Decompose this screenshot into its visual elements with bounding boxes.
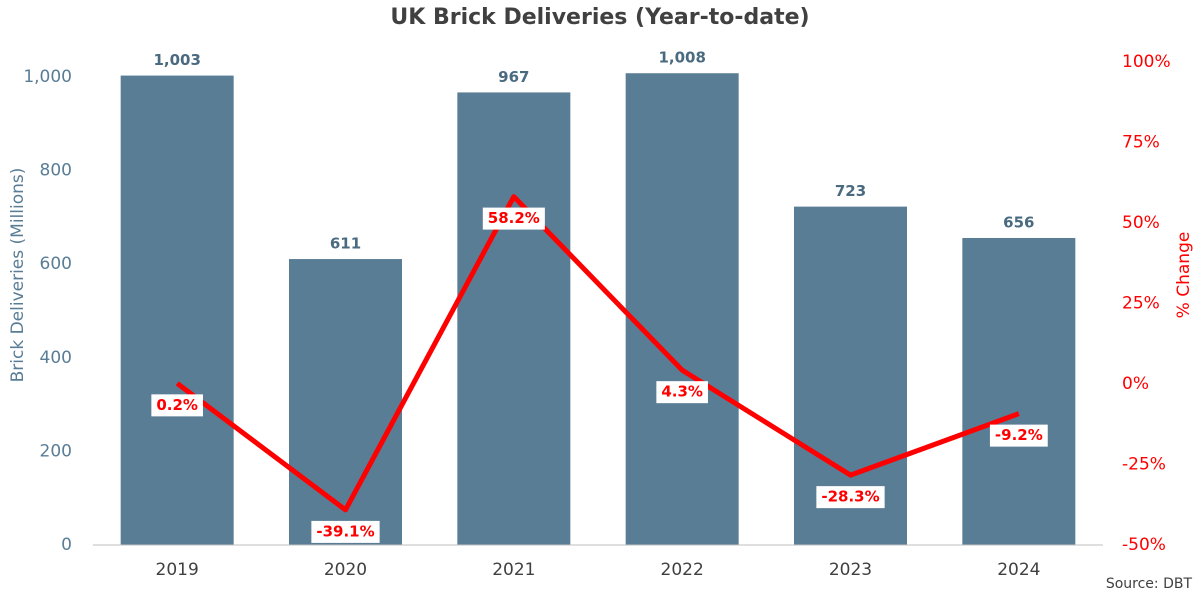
line-label-box [656, 381, 708, 404]
y-tick-label: 600 [40, 254, 72, 274]
x-tick-label: 2024 [997, 560, 1040, 580]
line-label-box [989, 424, 1048, 447]
x-tick-label: 2019 [156, 560, 199, 580]
y2-tick-label: 75% [1122, 133, 1160, 153]
chart-title: UK Brick Deliveries (Year-to-date) [390, 5, 809, 30]
y-tick-label: 200 [40, 441, 72, 461]
y2-tick-label: -50% [1122, 535, 1166, 555]
y2-tick-label: 100% [1122, 52, 1171, 72]
bar-value-label: 611 [330, 235, 361, 253]
bar-value-label: 1,008 [658, 49, 705, 67]
line-value-label: 4.3% [661, 383, 703, 401]
bar [120, 75, 234, 545]
bar [457, 92, 571, 545]
x-tick-label: 2023 [829, 560, 872, 580]
y2-tick-label: 25% [1122, 294, 1160, 314]
bar-value-label: 1,003 [153, 51, 200, 69]
y-tick-label: 1,000 [23, 67, 72, 87]
line-value-label: -9.2% [995, 426, 1043, 444]
source-note: Source: DBT [1106, 576, 1193, 592]
x-tick-label: 2021 [492, 560, 535, 580]
x-tick-label: 2020 [324, 560, 367, 580]
bar-value-label: 967 [498, 68, 529, 86]
line-value-label: 58.2% [488, 209, 540, 227]
y-tick-label: 0 [61, 535, 72, 555]
bar-value-label: 723 [835, 182, 866, 200]
line-value-label: -39.1% [316, 522, 374, 540]
y-axis-label: Brick Deliveries (Millions) [8, 168, 28, 383]
y2-tick-label: 0% [1122, 374, 1149, 394]
line-label-box [482, 207, 545, 230]
bar-value-label: 656 [1003, 213, 1034, 231]
line-label-box [311, 520, 380, 543]
y2-tick-label: 50% [1122, 213, 1160, 233]
line-value-label: -28.3% [821, 488, 879, 506]
bar [289, 259, 402, 545]
y2-tick-label: -25% [1122, 455, 1166, 475]
bar [962, 237, 1076, 545]
change-line [175, 194, 1020, 513]
line-label-box [816, 486, 885, 509]
y-tick-label: 400 [40, 348, 72, 368]
y2-axis-label: % Change [1174, 232, 1194, 319]
y-tick-label: 800 [40, 161, 72, 181]
bar [625, 73, 739, 546]
x-tick-label: 2022 [661, 560, 704, 580]
line-label-box [151, 394, 203, 417]
line-value-label: 0.2% [156, 396, 198, 414]
